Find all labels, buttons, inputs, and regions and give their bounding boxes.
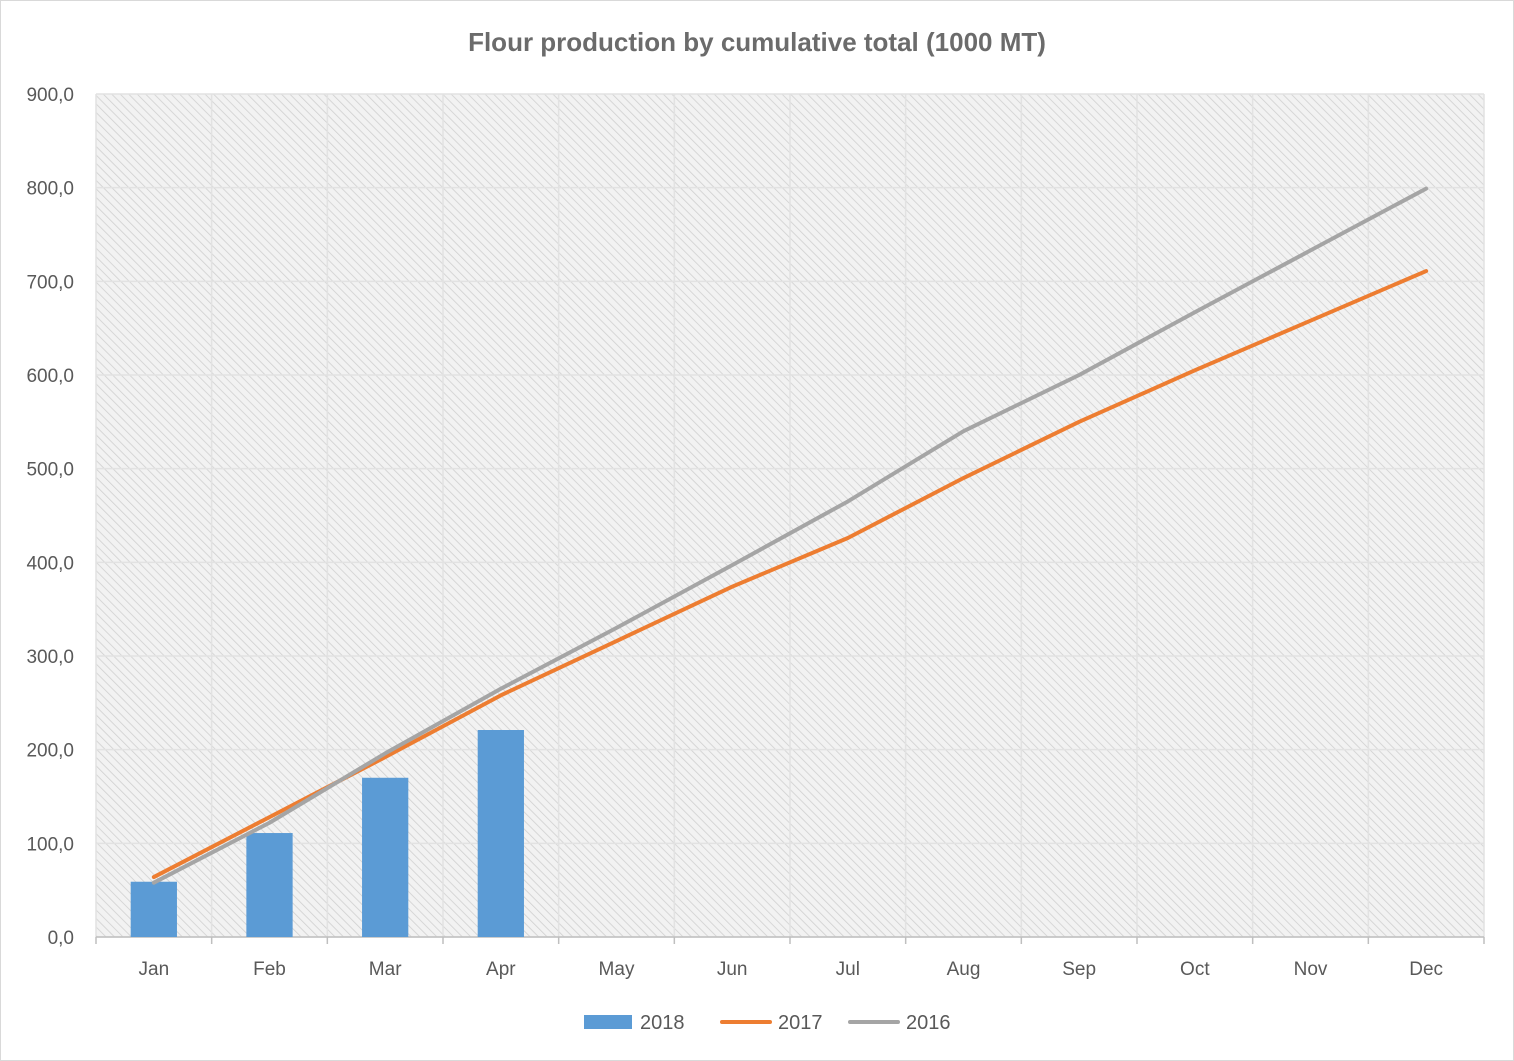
y-tick-label: 400,0: [26, 553, 74, 574]
y-tick-label: 700,0: [26, 272, 74, 293]
x-tick-label: Mar: [369, 959, 402, 980]
bar-2018-Jan: [130, 881, 177, 937]
x-tick-label: May: [599, 959, 635, 980]
x-tick-label: Feb: [253, 959, 286, 980]
y-tick-label: 500,0: [26, 460, 74, 481]
x-tick-label: Nov: [1294, 959, 1328, 980]
bar-2018-Feb: [246, 833, 293, 937]
legend-label-2017: 2017: [778, 1012, 823, 1034]
x-tick-label: Jan: [139, 959, 170, 980]
y-tick-label: 300,0: [26, 647, 74, 668]
x-tick-label: Dec: [1409, 959, 1443, 980]
chart-title: Flour production by cumulative total (10…: [468, 27, 1046, 57]
legend-swatch-2018: [584, 1015, 632, 1029]
x-tick-label: Apr: [486, 959, 516, 980]
legend-label-2016: 2016: [906, 1012, 951, 1034]
y-tick-label: 600,0: [26, 366, 74, 387]
bar-2018-Mar: [362, 777, 409, 937]
y-tick-label: 200,0: [26, 741, 74, 762]
x-tick-label: Jun: [717, 959, 748, 980]
x-tick-label: Jul: [836, 959, 860, 980]
x-tick-label: Aug: [947, 959, 981, 980]
line-series-2016: [151, 186, 1429, 885]
x-tick-label: Oct: [1180, 959, 1210, 980]
x-tick-label: Sep: [1062, 959, 1096, 980]
y-tick-label: 0,0: [48, 928, 74, 949]
y-tick-label: 100,0: [26, 834, 74, 855]
y-tick-label: 900,0: [26, 85, 74, 106]
legend-label-2018: 2018: [640, 1012, 685, 1034]
y-tick-label: 800,0: [26, 179, 74, 200]
bar-2018-Apr: [477, 729, 524, 937]
